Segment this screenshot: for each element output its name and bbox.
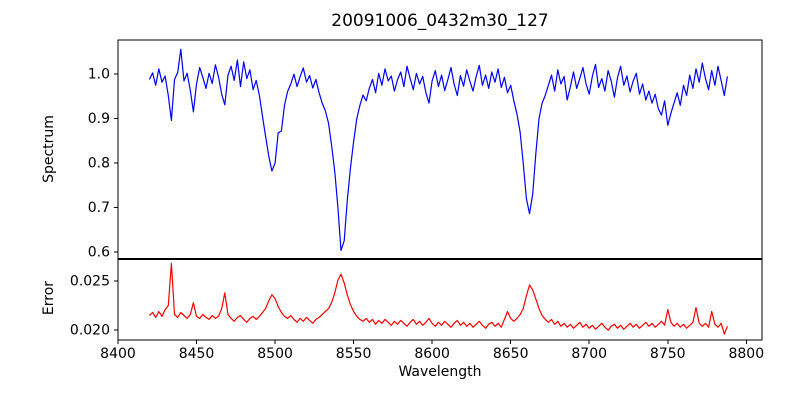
error-axes-spines xyxy=(117,259,763,341)
x-tick-label: 8450 xyxy=(179,346,215,362)
error-line xyxy=(148,262,728,335)
x-tick-label: 8650 xyxy=(493,346,529,362)
x-axis-label: Wavelength xyxy=(398,364,482,380)
error-y-axis-label: Error xyxy=(41,280,57,316)
x-tick-label: 8600 xyxy=(414,346,450,362)
y-tick-label: 0.9 xyxy=(88,111,110,127)
x-tick-label: 8800 xyxy=(728,346,764,362)
spectrum-axes-spines xyxy=(117,39,763,259)
x-tick-label: 8700 xyxy=(571,346,607,362)
x-tick-label: 8550 xyxy=(336,346,372,362)
y-tick-label: 0.020 xyxy=(70,323,110,339)
y-tick-label: 0.6 xyxy=(88,244,110,260)
x-tick-label: 8400 xyxy=(100,346,136,362)
y-tick-label: 0.8 xyxy=(88,156,110,172)
y-tick-label: 0.025 xyxy=(70,274,110,290)
chart-title: 20091006_0432m30_127 xyxy=(331,11,549,31)
spectrum-y-axis-label: Spectrum xyxy=(41,115,57,183)
y-tick-label: 1.0 xyxy=(88,67,110,83)
x-tick-label: 8750 xyxy=(650,346,686,362)
x-tick-label: 8500 xyxy=(257,346,293,362)
y-tick-label: 0.7 xyxy=(88,200,110,216)
spectrum-line xyxy=(148,48,728,252)
